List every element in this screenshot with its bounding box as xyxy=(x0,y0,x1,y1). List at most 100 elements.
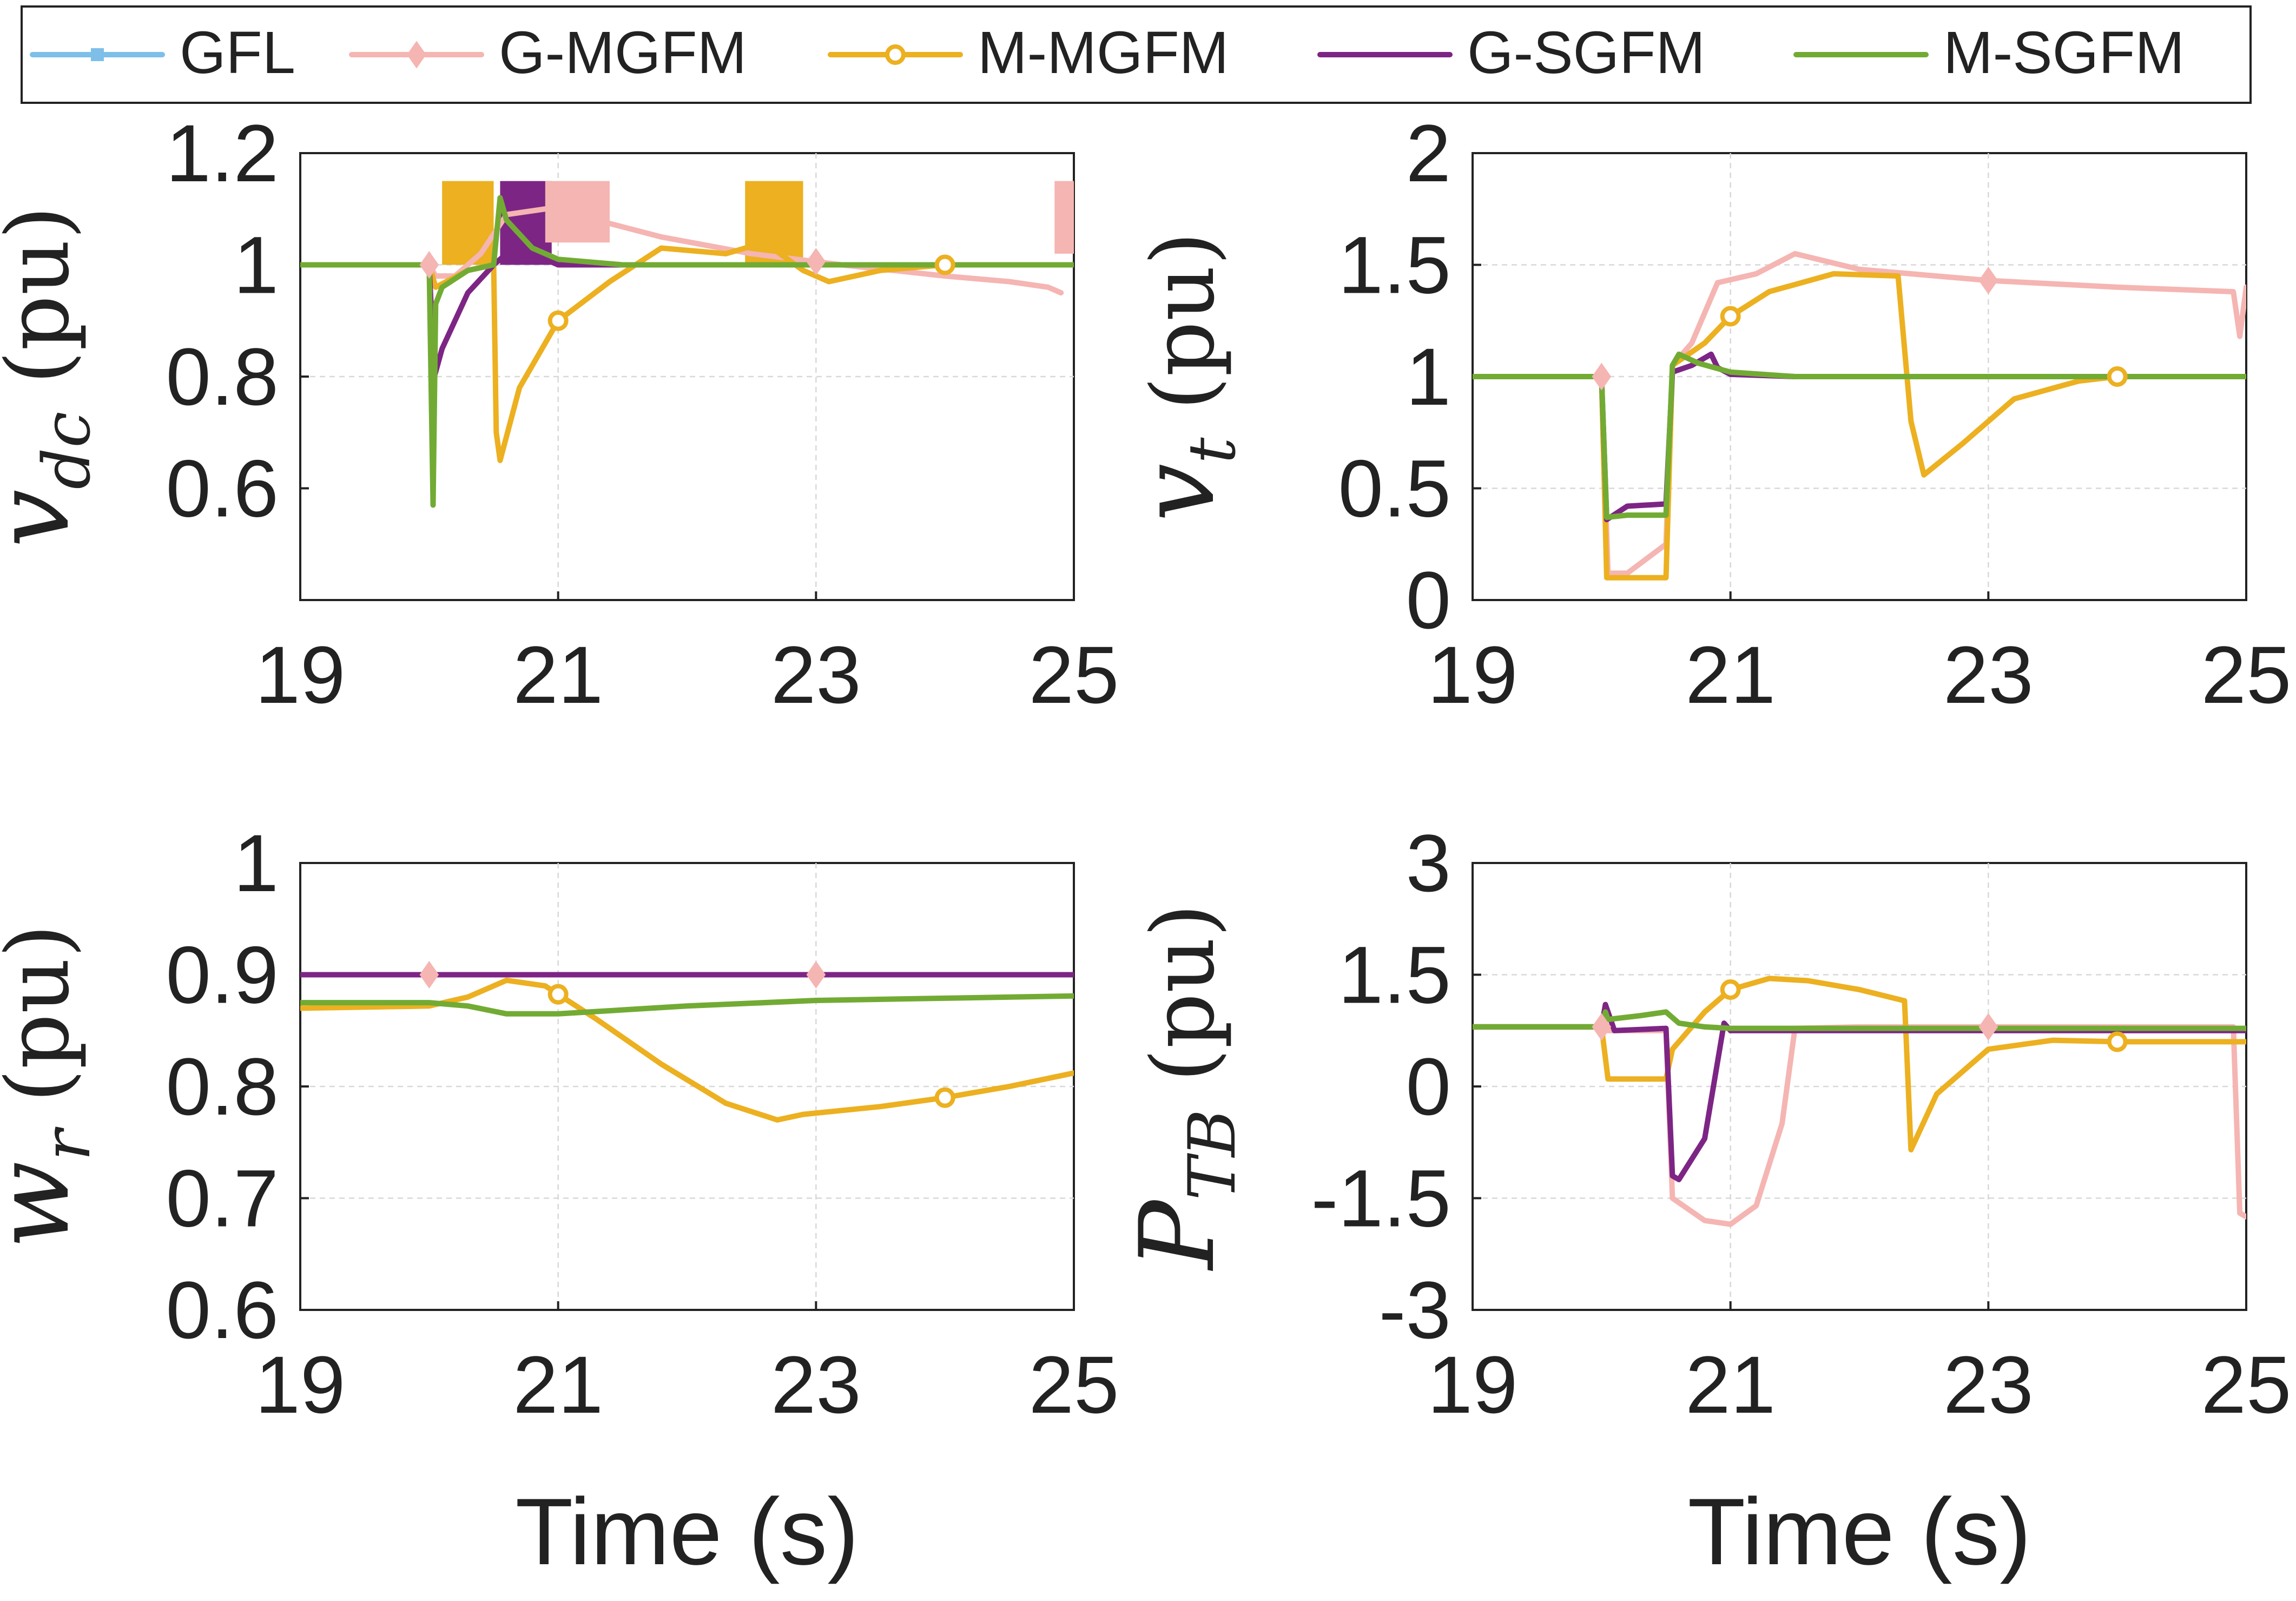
series-marker-g-mgfm xyxy=(419,251,439,279)
x-tick-label: 23 xyxy=(1943,1339,2034,1430)
series-marker-m-mgfm xyxy=(1720,979,1741,1000)
y-axis-label: PTB (pu) xyxy=(1118,904,1250,1271)
y-tick-label: 0.6 xyxy=(166,443,279,534)
x-tick-label: 19 xyxy=(1428,629,1518,720)
y-axis-symbol: w xyxy=(0,1161,92,1249)
series-layer xyxy=(300,181,1074,508)
x-tick-label: 21 xyxy=(513,1339,603,1430)
y-tick-label: 0.7 xyxy=(166,1153,279,1244)
y-tick-label: 0 xyxy=(1406,1041,1451,1132)
legend-item-g-sgfm: G-SGFM xyxy=(1317,19,1705,86)
y-tick-label: 1 xyxy=(234,818,279,908)
x-tick-label: 19 xyxy=(1428,1339,1518,1430)
x-tick-label: 23 xyxy=(771,629,861,720)
legend-label: GFL xyxy=(180,19,295,86)
series-marker-g-mgfm xyxy=(1592,1013,1612,1041)
panel-top-right: 19 21 23 25 0 0.5 1 1.5 2 vt (pu) xyxy=(1118,108,2291,720)
series-marker-g-mgfm xyxy=(1978,1013,1998,1041)
series-layer xyxy=(1473,251,2246,581)
y-axis-unit: (pu) xyxy=(0,924,88,1103)
y-axis-label: vdc (pu) xyxy=(0,206,105,548)
y-axis-symbol: v xyxy=(1118,464,1237,522)
y-tick-label: 0.6 xyxy=(166,1264,279,1355)
x-tick-label: 21 xyxy=(1685,1339,1776,1430)
legend-label: M-MGFM xyxy=(978,19,1229,86)
legend: GFL G-MGFM M-MGFM G-SGFM M-SGFM xyxy=(21,5,2252,104)
series-marker-g-mgfm xyxy=(806,248,826,276)
y-tick-label: 0.8 xyxy=(166,331,279,422)
x-tick-label: 25 xyxy=(2201,629,2292,720)
series-line-g-mgfm xyxy=(300,206,1064,296)
panel-bottom-left: 19 21 23 25 0.6 0.7 0.8 0.9 1 wr (pu) Time (s) xyxy=(0,818,1119,1585)
series-line-g-mgfm xyxy=(1473,251,2246,576)
legend-marker xyxy=(91,48,104,61)
y-tick-label: 0.5 xyxy=(1338,443,1451,534)
series-marker-m-mgfm xyxy=(2107,1031,2128,1052)
series-marker-m-mgfm xyxy=(934,254,955,275)
x-tick-label: 25 xyxy=(1029,1339,1119,1430)
x-axis-label: Time (s) xyxy=(1687,1479,2031,1585)
y-tick-label: 3 xyxy=(1406,818,1451,908)
legend-label: G-SGFM xyxy=(1467,19,1705,86)
series-layer xyxy=(1473,976,2246,1227)
series-line-m-sgfm xyxy=(300,993,1074,1017)
panel-top-left: 19 21 23 25 0.6 0.8 1 1.2 vdc (pu) xyxy=(0,108,1119,720)
y-tick-label: -3 xyxy=(1379,1264,1451,1355)
x-axis-label: Time (s) xyxy=(515,1479,859,1585)
series-line-m-mgfm xyxy=(1473,976,2246,1152)
y-axis-unit: (pu) xyxy=(1132,232,1233,410)
panel-bottom-right: 19 21 23 25 -3 -1.5 0 1.5 3 PTB (pu) Time (s) xyxy=(1118,818,2291,1585)
oscillation-band-m-mgfm xyxy=(442,181,494,265)
legend-item-g-mgfm: G-MGFM xyxy=(349,19,747,86)
y-axis-label: vt (pu) xyxy=(1118,232,1250,522)
y-tick-label: -1.5 xyxy=(1311,1153,1451,1244)
y-tick-label: 0.8 xyxy=(166,1041,279,1132)
y-axis-subscript: t xyxy=(1175,437,1250,464)
series-line-m-sgfm xyxy=(1473,351,2246,521)
legend-label: G-MGFM xyxy=(499,19,747,86)
series-marker-g-mgfm xyxy=(1592,363,1612,391)
y-axis-unit: (pu) xyxy=(1132,904,1233,1082)
x-tick-label: 23 xyxy=(1943,629,2034,720)
series-line-m-mgfm xyxy=(300,977,1074,1123)
x-tick-label: 21 xyxy=(513,629,603,720)
y-axis-subscript: TB xyxy=(1175,1109,1250,1200)
y-tick-label: 0.9 xyxy=(166,930,279,1020)
series-layer xyxy=(300,961,1074,1123)
legend-label: M-SGFM xyxy=(1943,19,2185,86)
y-axis-unit: (pu) xyxy=(0,206,88,384)
series-marker-m-mgfm xyxy=(934,1087,955,1108)
y-tick-label: 1.5 xyxy=(1338,930,1451,1020)
y-axis-subscript: dc xyxy=(30,411,105,489)
y-tick-label: 0 xyxy=(1406,555,1451,645)
y-axis-symbol: P xyxy=(1118,1198,1237,1271)
legend-item-m-mgfm: M-MGFM xyxy=(828,19,1229,86)
legend-marker xyxy=(885,44,906,65)
series-marker-g-mgfm xyxy=(419,961,439,989)
series-marker-m-mgfm xyxy=(2107,366,2128,387)
series-line-m-mgfm xyxy=(1473,271,2246,581)
x-tick-label: 25 xyxy=(2201,1339,2292,1430)
series-marker-g-mgfm xyxy=(806,961,826,989)
legend-marker xyxy=(407,41,426,69)
y-tick-label: 1 xyxy=(1406,331,1451,422)
y-axis-subscript: r xyxy=(30,1126,105,1161)
x-tick-label: 19 xyxy=(255,629,346,720)
y-tick-label: 1.2 xyxy=(166,108,279,199)
x-tick-label: 19 xyxy=(255,1339,346,1430)
series-marker-m-mgfm xyxy=(1720,306,1741,327)
x-tick-label: 25 xyxy=(1029,629,1119,720)
y-tick-label: 1 xyxy=(234,220,279,311)
oscillation-band-g-mgfm xyxy=(1054,181,1074,254)
series-line-m-sgfm xyxy=(300,195,1074,508)
y-tick-label: 2 xyxy=(1406,108,1451,199)
y-tick-label: 1.5 xyxy=(1338,220,1451,311)
series-marker-g-mgfm xyxy=(1978,266,1998,294)
series-marker-m-mgfm xyxy=(547,984,569,1005)
x-tick-label: 23 xyxy=(771,1339,861,1430)
x-tick-label: 21 xyxy=(1685,629,1776,720)
legend-item-gfl: GFL xyxy=(30,19,295,86)
y-axis-label: wr (pu) xyxy=(0,924,105,1249)
series-marker-m-mgfm xyxy=(547,310,569,331)
